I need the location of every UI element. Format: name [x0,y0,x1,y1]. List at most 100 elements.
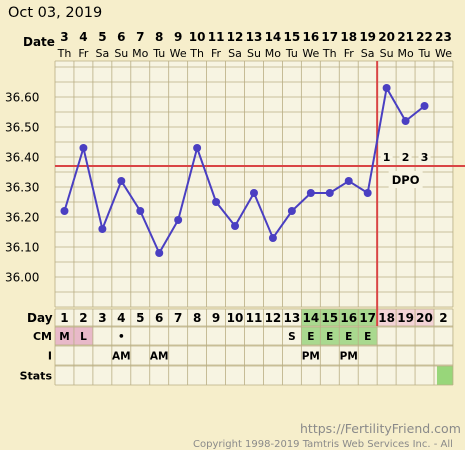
cycle-day-label: 13 [284,311,301,325]
dpo-label: DPO [392,173,420,187]
cycle-day-label: 16 [340,311,357,325]
date-label: 11 [208,30,225,44]
temperature-point [382,84,391,92]
temperature-point [231,222,240,230]
cm-cell-fertile [301,327,321,345]
y-tick-label: 36.40 [5,151,39,165]
cm-cell-fertile [339,327,359,345]
temperature-point [212,198,221,206]
cycle-day-label: 6 [155,311,163,325]
weekday-label: Tu [418,47,431,60]
temperature-point [287,207,296,215]
y-tick-label: 36.20 [5,211,39,225]
temperature-point [174,216,183,224]
row-band [55,327,453,345]
row-cell: AM [150,351,169,363]
row-cell: E [364,331,371,343]
cycle-day-labels: 1 2 3 4 5 6 7 8 9 10 11 12 13 14 15 16 17 18 19 20 2 [60,311,447,325]
temperature-point [136,207,145,215]
y-tick-label: 36.50 [5,121,39,135]
temperature-point [79,144,88,152]
temperature-point [249,189,258,197]
weekday-label: Th [189,47,204,60]
grid-backgrounds [55,61,453,385]
day-cell-post-ovulation [396,309,416,326]
date-label: 15 [284,30,301,44]
temperature-line-connector [366,87,388,194]
date-label: 8 [155,30,163,44]
row-cell: M [59,331,69,343]
temperature-point [306,189,315,197]
weekday-label: Fr [211,47,222,60]
day-cell-fertile [320,309,340,326]
cycle-day-label: 18 [378,311,395,325]
reference-lines [55,61,465,326]
row-cell: • [118,331,125,343]
footer-copyright: Copyright 1998-2019 Tamtris Web Services… [193,439,453,450]
weekday-label: Mo [265,47,281,60]
cm-cell-fertile [358,327,378,345]
footer-url[interactable]: https://FertilityFriend.com [300,421,461,436]
weekday-label: Th [322,47,337,60]
grid-lines [54,60,454,386]
y-tick-label: 36.10 [5,241,39,255]
cm-cell-menstrual [55,327,74,345]
day-row-label: Day [27,311,53,325]
date-label: 21 [397,30,414,44]
cycle-day-label: 8 [193,311,201,325]
weekday-labels: Th Fr Sa Su Mo Tu We Th Fr Sa Su Mo Tu We Th Fr Sa Su Mo Tu… [57,47,453,60]
weekday-label: Sa [361,47,375,60]
weekday-label: We [435,47,452,60]
cm-cell-fertile [320,327,340,345]
cycle-day-label: 2 [439,311,447,325]
date-label: 19 [359,30,376,44]
row-cell: E [326,331,333,343]
cm-cell-menstrual [73,327,93,345]
dpo-number-bg [399,150,412,163]
weekday-label: Su [247,47,261,60]
temperature-point [420,102,429,110]
date-label: 16 [302,30,319,44]
y-tick-label: 36.00 [5,271,39,285]
row-label: CM [33,330,52,343]
row-cell-labels: M L • S E E E EAM AM PM PM [59,331,371,363]
weekday-label: Th [57,47,72,60]
cycle-day-label: 9 [212,311,220,325]
row-label: Stats [20,370,53,383]
temperature-point [325,189,334,197]
date-label: 5 [98,30,106,44]
row-label: I [48,350,52,363]
weekday-label: We [170,47,187,60]
temperature-point [363,189,372,197]
row-cell: AM [112,351,131,363]
day-cell-fertile [301,309,321,326]
row-band [55,366,453,385]
day-cell-post-ovulation [377,309,397,326]
date-label: 14 [265,30,282,44]
cycle-day-label: 20 [416,311,433,325]
temperature-point [117,177,126,185]
cycle-day-label: 4 [117,311,125,325]
temperature-point [193,144,202,152]
cycle-day-label: 7 [174,311,182,325]
weekday-label: Fr [344,47,355,60]
row-cell: L [80,331,87,343]
row-cell: PM [340,351,358,363]
date-label: 9 [174,30,182,44]
row-cell: E [307,331,314,343]
weekday-label: We [302,47,319,60]
date-label: 10 [189,30,206,44]
date-label: 12 [227,30,244,44]
y-axis-ticks: 36.60 36.50 36.40 36.30 36.20 36.10 36.00 [5,91,39,285]
dpo-number: 2 [402,151,410,164]
stats-cell-green [437,366,453,385]
row-cell: E [345,331,352,343]
cycle-day-label: 11 [246,311,263,325]
weekday-label: Mo [132,47,148,60]
weekday-label: Tu [285,47,298,60]
date-label: 17 [321,30,338,44]
cycle-day-label: 10 [227,311,244,325]
weekday-label: Su [114,47,128,60]
date-label: 4 [79,30,87,44]
